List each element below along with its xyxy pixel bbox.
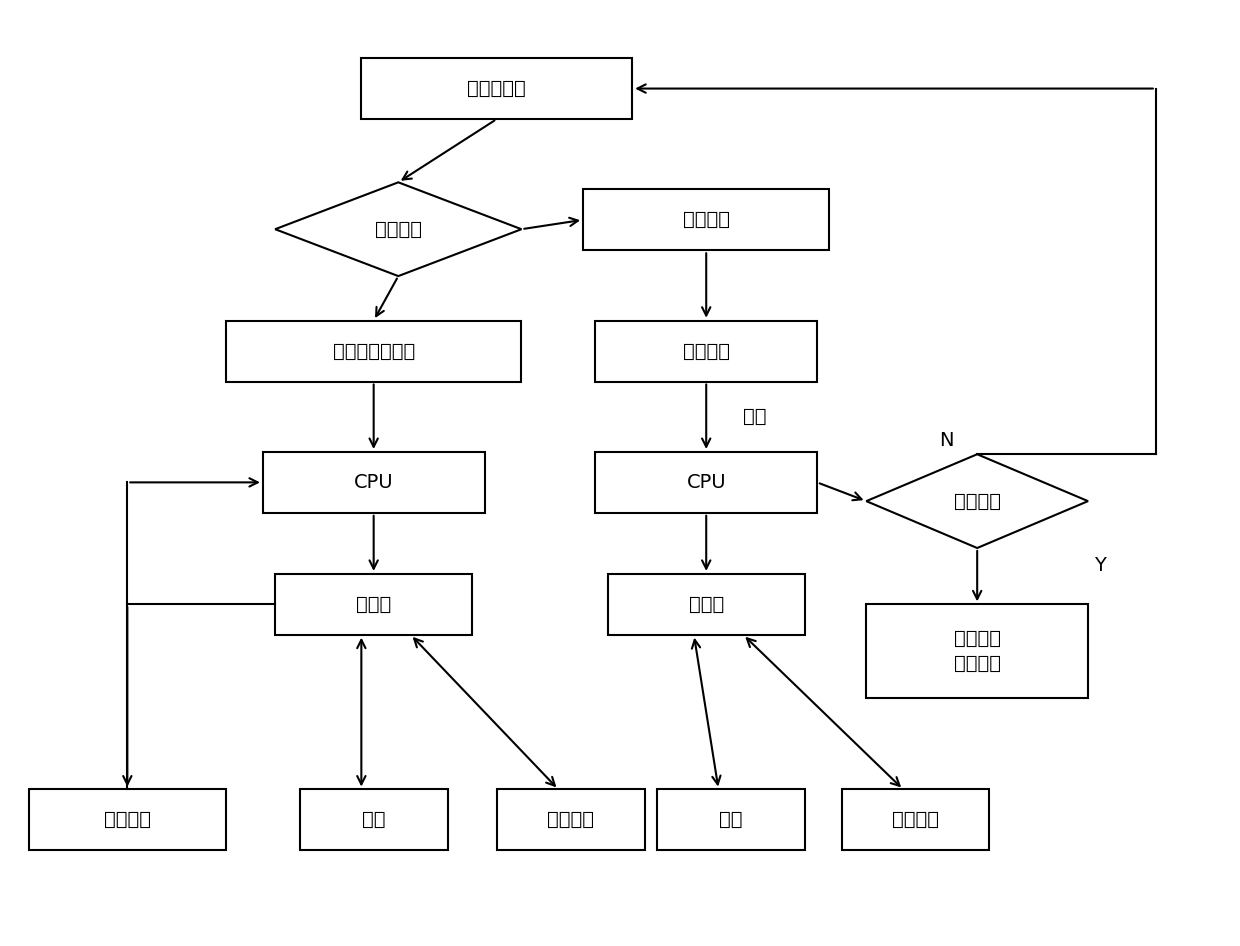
FancyBboxPatch shape xyxy=(595,452,817,513)
Polygon shape xyxy=(275,183,522,276)
Text: 其他外设: 其他外设 xyxy=(892,811,939,830)
FancyBboxPatch shape xyxy=(657,790,805,850)
Text: N: N xyxy=(939,430,954,449)
Text: 控制量: 控制量 xyxy=(688,595,724,614)
FancyBboxPatch shape xyxy=(226,321,522,381)
Text: 读取: 读取 xyxy=(743,407,766,427)
FancyBboxPatch shape xyxy=(608,574,805,635)
Text: 全自动控制模式: 全自动控制模式 xyxy=(332,342,415,360)
Text: 控制命令: 控制命令 xyxy=(683,342,729,360)
FancyBboxPatch shape xyxy=(867,604,1087,698)
FancyBboxPatch shape xyxy=(361,58,632,119)
FancyBboxPatch shape xyxy=(29,790,226,850)
FancyBboxPatch shape xyxy=(275,574,472,635)
Text: 控制量: 控制量 xyxy=(356,595,392,614)
Text: 停止运行: 停止运行 xyxy=(954,492,1001,511)
Text: CPU: CPU xyxy=(687,473,727,492)
FancyBboxPatch shape xyxy=(595,321,817,381)
Text: 检测模块: 检测模块 xyxy=(104,811,151,830)
Text: 运行主程序: 运行主程序 xyxy=(467,79,526,98)
Text: 其他外设: 其他外设 xyxy=(547,811,594,830)
Polygon shape xyxy=(867,454,1087,548)
FancyBboxPatch shape xyxy=(583,189,830,251)
Text: 电机: 电机 xyxy=(719,811,743,830)
Text: Y: Y xyxy=(1094,555,1106,574)
Text: CPU: CPU xyxy=(353,473,393,492)
Text: 遥控模式: 遥控模式 xyxy=(683,210,729,229)
Text: 控制模式: 控制模式 xyxy=(374,219,422,238)
FancyBboxPatch shape xyxy=(497,790,645,850)
FancyBboxPatch shape xyxy=(263,452,485,513)
Text: 电机: 电机 xyxy=(362,811,386,830)
FancyBboxPatch shape xyxy=(842,790,990,850)
Text: 挂起所有
控制任务: 挂起所有 控制任务 xyxy=(954,629,1001,674)
FancyBboxPatch shape xyxy=(300,790,448,850)
